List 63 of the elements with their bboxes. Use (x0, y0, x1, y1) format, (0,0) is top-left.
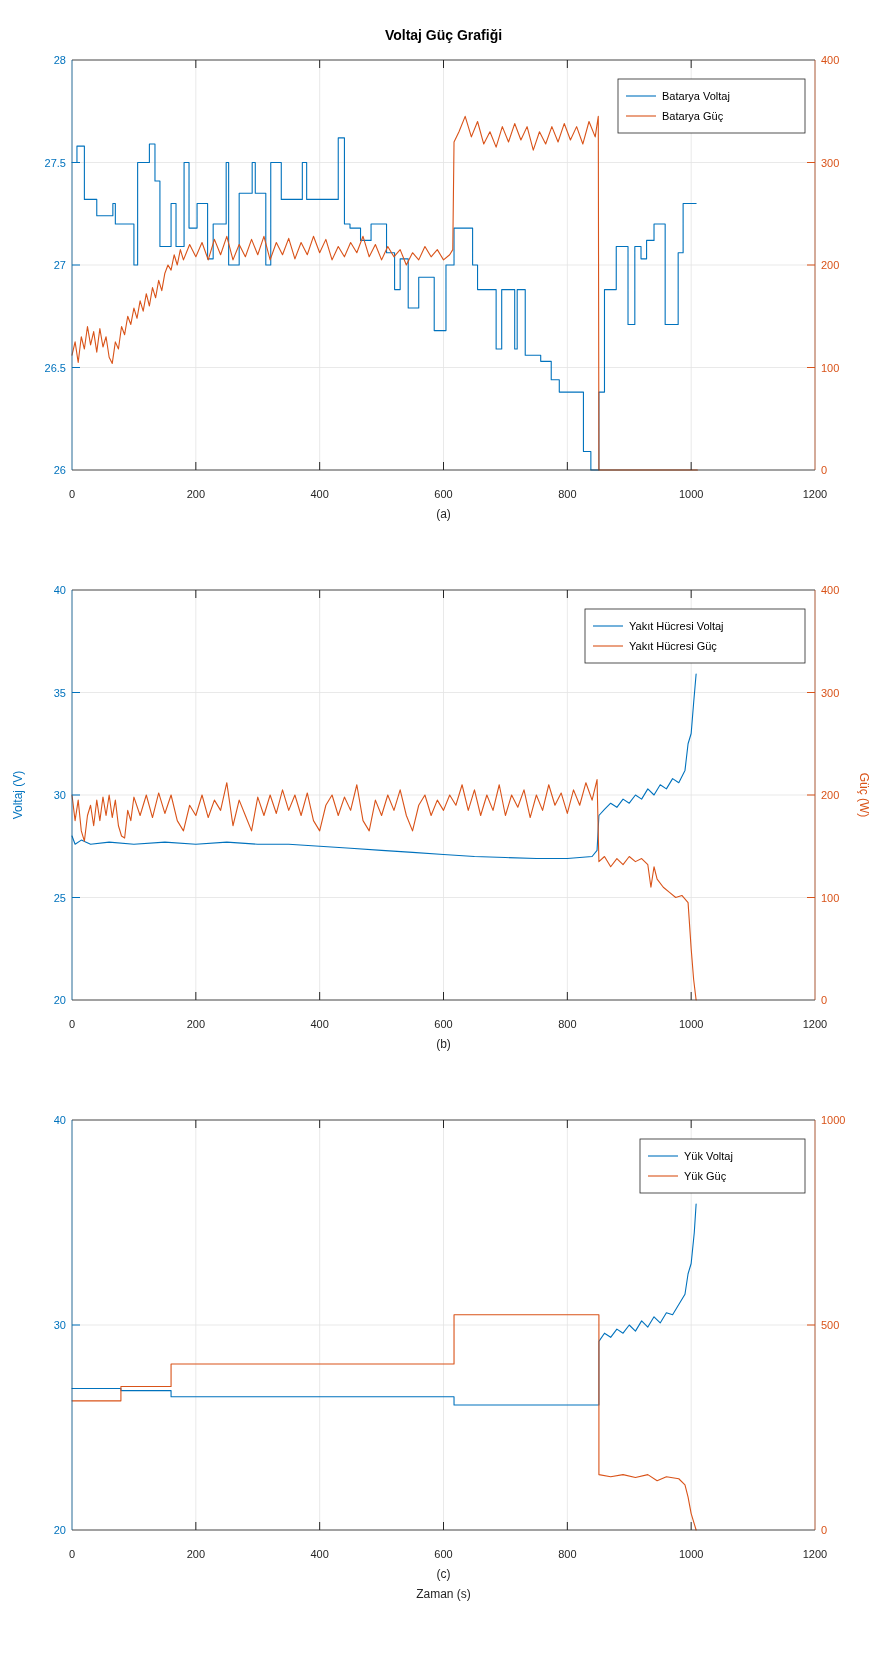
y2-tick-label: 0 (821, 994, 828, 1006)
y2-tick-label: 0 (821, 464, 828, 476)
x-tick-label: 200 (186, 1548, 206, 1560)
legend-label: Batarya Güç (662, 110, 724, 122)
legend-label: Yakıt Hücresi Güç (629, 640, 718, 652)
y-tick-label: 40 (53, 1114, 66, 1126)
line-series (71, 1203, 697, 1406)
y2-tick-label: 300 (821, 686, 840, 699)
x-tick-label: 1200 (802, 1018, 828, 1030)
y-tick-label: 27.5 (44, 156, 66, 169)
x-tick-label: 0 (68, 1548, 76, 1560)
y2-tick-label: 200 (821, 259, 840, 271)
legend-label: Yük Güç (684, 1170, 727, 1182)
y2-tick-label: 300 (821, 156, 840, 169)
x-tick-label: 1000 (678, 1018, 704, 1030)
x-axis-title: (c) Zaman (s) (416, 1567, 471, 1601)
x-tick-label: 400 (310, 1018, 329, 1030)
legend-label: Yük Voltaj (684, 1150, 733, 1162)
y-tick-label: 26 (53, 464, 66, 476)
x-tick-label: 800 (558, 488, 577, 500)
x-tick-label: 600 (434, 1548, 453, 1560)
chart-title: Voltaj Güç Grafiği (384, 27, 503, 43)
y-tick-label: 27 (53, 259, 66, 271)
x-tick-label: 800 (558, 1018, 577, 1030)
y-tick-label: 30 (53, 789, 66, 801)
legend-label: Batarya Voltaj (662, 90, 730, 102)
x-tick-label: 200 (186, 488, 206, 500)
x-tick-label: 600 (434, 1018, 453, 1030)
y2-tick-label: 100 (821, 361, 840, 374)
y2-axis-title: Güç (W) (857, 772, 871, 818)
y-tick-label: 20 (53, 994, 66, 1006)
x-tick-label: 400 (310, 1548, 329, 1560)
y-tick-label: 25 (53, 891, 66, 904)
line-series (71, 779, 697, 1001)
legend-label: Yakıt Hücresi Voltaj (629, 620, 724, 632)
y2-tick-label: 400 (821, 584, 840, 596)
x-tick-label: 200 (186, 1018, 206, 1030)
y2-tick-label: 1000 (821, 1114, 846, 1126)
y-tick-label: 28 (53, 54, 66, 66)
line-series (71, 1314, 697, 1531)
x-tick-label: 400 (310, 488, 329, 500)
y-axis-title: Voltaj (V) (11, 770, 25, 820)
x-tick-label: 1000 (678, 1548, 704, 1560)
y2-tick-label: 0 (821, 1524, 828, 1536)
y2-tick-label: 500 (821, 1319, 840, 1331)
x-tick-label: 800 (558, 1548, 577, 1560)
y-tick-label: 40 (53, 584, 66, 596)
y-tick-label: 35 (53, 686, 66, 699)
y-tick-label: 20 (53, 1524, 66, 1536)
x-axis-title: (b) (436, 1037, 451, 1051)
y2-tick-label: 100 (821, 891, 840, 904)
x-tick-label: 1200 (802, 488, 828, 500)
x-tick-label: 1200 (802, 1548, 828, 1560)
y-tick-label: 26.5 (44, 361, 66, 374)
x-tick-label: 0 (68, 488, 76, 500)
x-axis-title: (a) (436, 507, 451, 521)
x-tick-label: 600 (434, 488, 453, 500)
y-tick-label: 30 (53, 1319, 66, 1331)
y2-tick-label: 400 (821, 54, 840, 66)
line-series (71, 673, 697, 860)
x-tick-label: 0 (68, 1018, 76, 1030)
y2-tick-label: 200 (821, 789, 840, 801)
x-tick-label: 1000 (678, 488, 704, 500)
